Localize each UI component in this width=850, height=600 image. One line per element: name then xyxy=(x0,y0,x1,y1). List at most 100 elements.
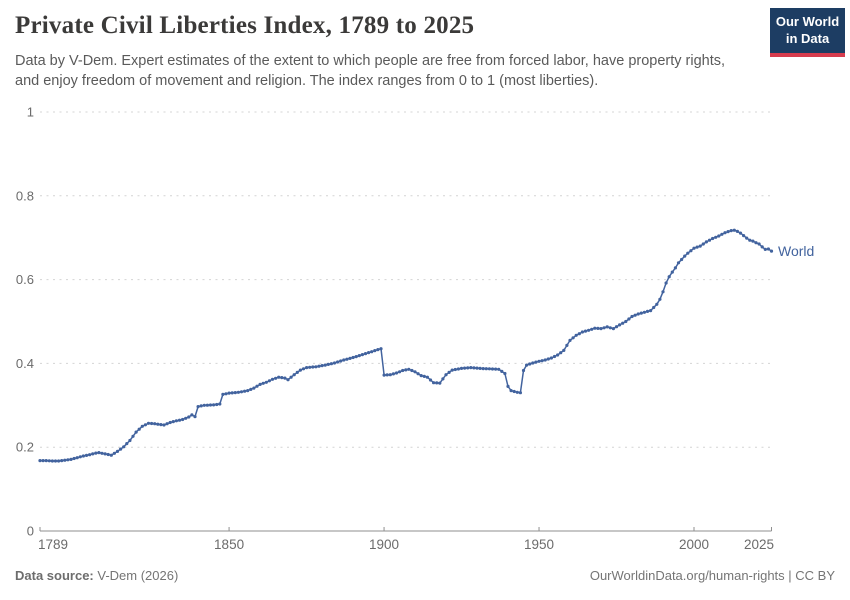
data-point[interactable] xyxy=(165,422,169,426)
data-point[interactable] xyxy=(636,312,640,316)
data-point[interactable] xyxy=(689,249,693,253)
data-point[interactable] xyxy=(376,348,380,352)
data-point[interactable] xyxy=(320,364,324,368)
data-point[interactable] xyxy=(732,228,736,232)
data-point[interactable] xyxy=(754,241,758,245)
data-point[interactable] xyxy=(187,415,191,419)
data-point[interactable] xyxy=(252,386,256,390)
data-point[interactable] xyxy=(41,459,45,463)
data-point[interactable] xyxy=(404,368,408,372)
data-point[interactable] xyxy=(153,422,157,426)
data-point[interactable] xyxy=(295,370,299,374)
data-point[interactable] xyxy=(131,434,135,438)
data-point[interactable] xyxy=(351,355,355,360)
data-point[interactable] xyxy=(184,416,188,420)
data-point[interactable] xyxy=(53,459,58,463)
data-point[interactable] xyxy=(568,338,572,342)
data-point[interactable] xyxy=(614,325,619,329)
data-point[interactable] xyxy=(81,454,85,458)
data-point[interactable] xyxy=(763,247,767,251)
data-point[interactable] xyxy=(150,421,154,426)
data-point[interactable] xyxy=(119,447,123,451)
data-point[interactable] xyxy=(221,392,225,396)
data-point[interactable] xyxy=(534,360,538,364)
data-point[interactable] xyxy=(766,247,771,251)
data-point[interactable] xyxy=(425,375,429,379)
data-point[interactable] xyxy=(323,363,327,367)
data-point[interactable] xyxy=(193,415,197,419)
data-point[interactable] xyxy=(156,422,160,426)
data-point[interactable] xyxy=(267,379,271,383)
data-point[interactable] xyxy=(401,368,405,373)
data-point[interactable] xyxy=(292,373,296,377)
data-point[interactable] xyxy=(509,389,513,393)
data-point[interactable] xyxy=(106,452,110,457)
world-line-markers[interactable] xyxy=(38,228,774,463)
data-point[interactable] xyxy=(388,373,392,377)
data-point[interactable] xyxy=(190,413,194,417)
data-point[interactable] xyxy=(435,381,439,385)
data-point[interactable] xyxy=(611,327,616,331)
data-point[interactable] xyxy=(528,362,532,366)
data-point[interactable] xyxy=(233,391,237,395)
data-point[interactable] xyxy=(289,375,293,379)
data-point[interactable] xyxy=(549,356,554,360)
data-point[interactable] xyxy=(342,358,346,362)
data-point[interactable] xyxy=(667,275,671,279)
data-point[interactable] xyxy=(264,380,268,384)
data-point[interactable] xyxy=(661,290,665,294)
data-point[interactable] xyxy=(683,254,687,258)
data-point[interactable] xyxy=(159,423,163,427)
data-point[interactable] xyxy=(215,402,219,407)
data-point[interactable] xyxy=(664,281,668,285)
series-label-world[interactable]: World xyxy=(778,243,814,259)
data-point[interactable] xyxy=(270,377,275,381)
data-point[interactable] xyxy=(621,321,625,325)
data-point[interactable] xyxy=(630,314,634,319)
data-point[interactable] xyxy=(230,391,234,395)
data-point[interactable] xyxy=(236,390,240,394)
data-point[interactable] xyxy=(168,420,172,425)
data-point[interactable] xyxy=(466,366,470,370)
data-point[interactable] xyxy=(134,430,138,434)
data-point[interactable] xyxy=(472,366,476,370)
data-point[interactable] xyxy=(202,403,206,407)
data-point[interactable] xyxy=(115,449,120,453)
data-point[interactable] xyxy=(143,423,147,427)
data-point[interactable] xyxy=(618,323,622,327)
data-point[interactable] xyxy=(246,389,250,393)
data-point[interactable] xyxy=(512,389,516,394)
data-point[interactable] xyxy=(329,362,333,366)
data-point[interactable] xyxy=(212,403,216,407)
data-point[interactable] xyxy=(599,327,603,331)
data-point[interactable] xyxy=(391,372,395,376)
data-point[interactable] xyxy=(624,319,628,324)
data-point[interactable] xyxy=(162,423,166,427)
data-point[interactable] xyxy=(655,302,659,306)
data-point[interactable] xyxy=(274,376,278,380)
data-point[interactable] xyxy=(410,368,414,373)
data-point[interactable] xyxy=(639,311,643,315)
data-point[interactable] xyxy=(649,309,653,313)
data-point[interactable] xyxy=(720,232,724,236)
data-point[interactable] xyxy=(416,372,420,376)
data-point[interactable] xyxy=(571,336,575,340)
data-point[interactable] xyxy=(128,438,132,443)
data-point[interactable] xyxy=(360,353,364,357)
data-point[interactable] xyxy=(463,366,467,370)
data-point[interactable] xyxy=(94,451,98,455)
data-point[interactable] xyxy=(332,361,337,365)
data-point[interactable] xyxy=(450,368,454,372)
data-point[interactable] xyxy=(208,403,213,407)
data-point[interactable] xyxy=(456,367,460,371)
data-point[interactable] xyxy=(218,402,222,406)
data-point[interactable] xyxy=(729,229,733,233)
data-point[interactable] xyxy=(645,309,650,313)
data-point[interactable] xyxy=(47,459,51,463)
data-point[interactable] xyxy=(205,403,209,407)
data-point[interactable] xyxy=(497,367,501,371)
data-point[interactable] xyxy=(258,382,262,386)
data-point[interactable] xyxy=(255,384,259,388)
data-point[interactable] xyxy=(280,376,284,380)
data-point[interactable] xyxy=(593,326,597,330)
